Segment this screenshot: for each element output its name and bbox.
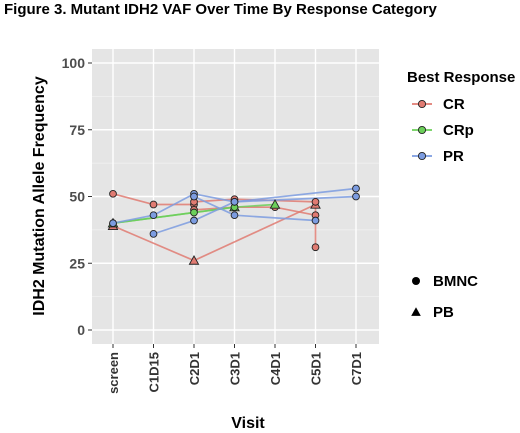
data-point-cr: [311, 243, 320, 252]
legend: Best Response CR CRp PR BMNC PB: [407, 69, 515, 321]
legend-label-bmnc: BMNC: [433, 273, 478, 290]
data-point-crp: [269, 198, 281, 209]
tick-label-y: 75: [69, 122, 85, 138]
x-axis-ticks: screen C1D15 C2D1 C3D1 C4D1 C5D1 C7D1: [106, 344, 364, 394]
data-point-pr: [311, 216, 320, 225]
tick-label-x: C7D1: [349, 352, 364, 385]
legend-title: Best Response: [407, 69, 515, 86]
tick-label-x: C2D1: [187, 352, 202, 385]
legend-marker-crp: [417, 125, 427, 135]
tick-label-y: 0: [77, 322, 85, 338]
y-axis-title: IDH2 Mutation Allele Frequency: [31, 76, 48, 316]
y-axis-ticks: 0 25 50 75 100: [62, 55, 92, 338]
legend-label-crp: CRp: [443, 122, 474, 139]
data-point-pr: [149, 230, 158, 238]
data-point-cr: [311, 197, 320, 206]
data-point-cr: [188, 255, 200, 265]
figure-title: Figure 3. Mutant IDH2 VAF Over Time By R…: [4, 1, 437, 18]
tick-label-y: 100: [62, 55, 86, 71]
series-line-pr: [153, 195, 357, 235]
tick-label-y: 25: [69, 255, 85, 271]
series-line-cr: [193, 206, 316, 217]
tick-label-x: screen: [106, 352, 121, 394]
tick-label-x: C1D15: [147, 352, 162, 392]
data-point-pr: [352, 192, 360, 201]
legend-marker-pr: [417, 151, 427, 161]
data-point-pr: [230, 211, 239, 220]
legend-marker-cr: [417, 99, 427, 109]
data-point-cr: [149, 200, 158, 209]
data-point-pr: [190, 192, 198, 201]
data-point-pr: [190, 216, 198, 225]
data-point-cr: [109, 189, 117, 198]
legend-label-pb: PB: [433, 304, 454, 321]
grid: [92, 49, 379, 344]
legend-label-pr: PR: [443, 148, 464, 165]
x-axis-title: Visit: [231, 415, 265, 432]
data-point-pr: [109, 219, 117, 228]
tick-label-x: C3D1: [228, 352, 243, 385]
legend-label-cr: CR: [443, 96, 465, 113]
tick-label-x: C5D1: [309, 352, 324, 385]
data-points: [107, 184, 360, 265]
data-point-crp: [190, 208, 198, 217]
data-point-pr: [352, 184, 360, 193]
data-point-pr: [149, 211, 158, 220]
legend-shape-bmnc: [412, 277, 420, 285]
tick-label-y: 50: [69, 189, 85, 205]
legend-shape-pb: [411, 307, 421, 316]
tick-label-x: C4D1: [268, 352, 283, 385]
data-point-pr: [230, 197, 239, 206]
